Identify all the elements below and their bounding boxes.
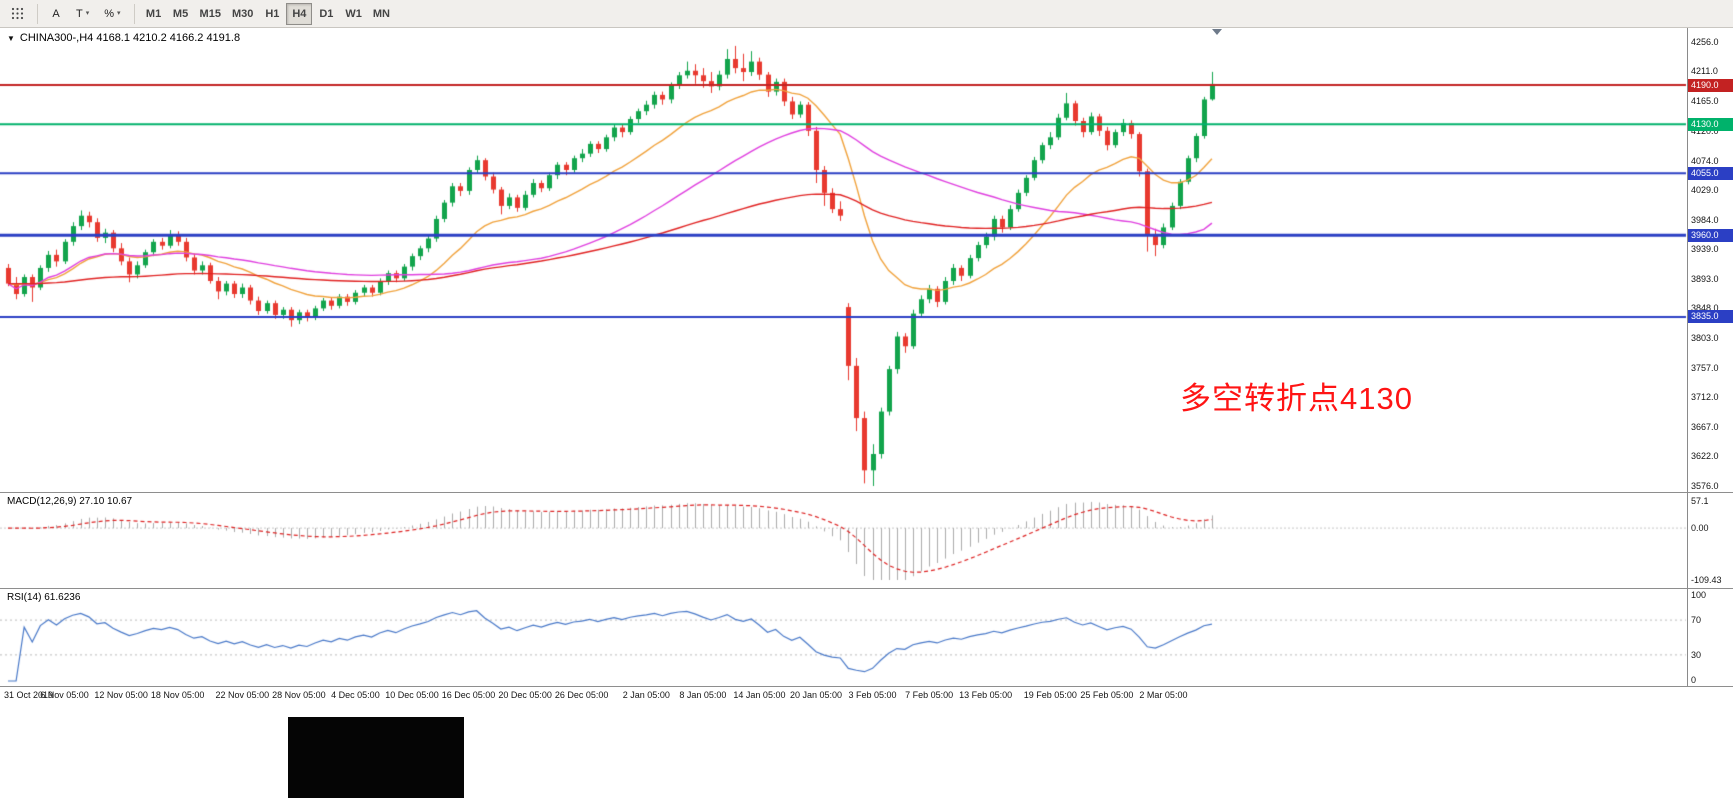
price-chart-canvas[interactable] — [0, 28, 1733, 492]
symbol-dropdown-icon[interactable]: ▼ — [7, 33, 15, 43]
text-tool-label: T — [76, 7, 83, 20]
price-tick-label: 4256.0 — [1691, 37, 1719, 47]
timeframe-mn-button[interactable]: MN — [368, 3, 395, 25]
cursor-tool-label: A — [52, 7, 60, 20]
macd-axis[interactable]: 57.1 0.00 -109.43 — [1687, 493, 1733, 588]
text-tool-button[interactable]: T ▾ — [69, 3, 96, 25]
price-line-badge: 3960.0 — [1688, 228, 1733, 242]
time-axis-label: 22 Nov 05:00 — [215, 690, 270, 700]
indicators-tool-button[interactable]: % ▾ — [97, 3, 127, 25]
price-tick-label: 3984.0 — [1691, 214, 1719, 225]
toolbar-separator — [133, 3, 135, 24]
price-tick-label: 3576.0 — [1691, 481, 1719, 491]
rsi-tick-label: 30 — [1691, 649, 1702, 660]
main-toolbar: A T ▾% ▾ M1 M5 M15 M30 H1 H4 D1 W1 MN — [0, 0, 1733, 28]
time-axis-label: 6 Nov 05:00 — [40, 690, 89, 700]
price-line-badge: 4190.0 — [1688, 78, 1733, 92]
macd-label: MACD(12,26,9) 27.10 10.67 — [7, 496, 133, 507]
timeframe-m5-button[interactable]: M5 — [168, 3, 194, 25]
panel-divider[interactable] — [0, 588, 1733, 589]
panel-divider[interactable] — [0, 686, 1733, 687]
chart-annotation-text: 多空转折点4130 — [1180, 381, 1413, 416]
external-window-fragment — [288, 717, 464, 798]
macd-tick-label: 57.1 — [1691, 496, 1709, 506]
time-axis-label: 10 Dec 05:00 — [385, 690, 439, 700]
price-axis[interactable]: 4256.0 4211.0 4165.0 4120.0 4074.0 4029.0 3984… — [1687, 28, 1733, 492]
price-line-badge: 4130.0 — [1688, 117, 1733, 131]
price-tick-label: 3893.0 — [1691, 274, 1719, 285]
time-axis-label: 25 Feb 05:00 — [1080, 690, 1134, 700]
macd-indicator-panel: MACD(12,26,9) 27.10 10.67 57.1 0.00 -109.4… — [0, 493, 1733, 588]
price-tick-label: 4074.0 — [1691, 155, 1719, 166]
rsi-indicator-panel: RSI(14) 61.6236 100 70 30 0 — [0, 589, 1733, 686]
timeframe-h4-button[interactable]: H4 — [286, 2, 313, 25]
time-axis-label: 20 Jan 05:00 — [789, 690, 843, 700]
time-axis-label: 28 Nov 05:00 — [272, 690, 326, 700]
price-tick-label: 3667.0 — [1691, 421, 1719, 432]
rsi-label: RSI(14) 61.6236 — [7, 592, 81, 603]
macd-canvas[interactable] — [0, 493, 1733, 588]
chart-title-bar: ▼ CHINA300-,H4 4168.1 4210.2 4166.2 4191… — [7, 32, 240, 44]
panel-divider[interactable] — [0, 492, 1733, 493]
timeframe-d1-button[interactable]: D1 — [313, 3, 339, 25]
timeframe-m30-button[interactable]: M30 — [227, 3, 258, 25]
price-tick-label: 4120.0 — [1691, 125, 1719, 136]
price-tick-label: 3712.0 — [1691, 392, 1719, 403]
price-tick-label: 3939.0 — [1691, 243, 1719, 254]
price-tick-label: 3803.0 — [1691, 332, 1719, 343]
cursor-tool-button[interactable]: A — [44, 3, 68, 25]
price-tick-label: 4211.0 — [1691, 66, 1718, 77]
rsi-axis[interactable]: 100 70 30 0 — [1687, 589, 1733, 686]
bottom-area — [0, 703, 1733, 798]
macd-tick-label: -109.43 — [1691, 575, 1722, 585]
timeframe-h1-button[interactable]: H1 — [259, 3, 285, 25]
macd-tick-label: 0.00 — [1691, 523, 1709, 534]
grid-icon — [11, 7, 24, 20]
caret-down-icon: ▾ — [85, 10, 90, 17]
rsi-tick-label: 0 — [1691, 675, 1697, 685]
rsi-tick-label: 70 — [1691, 615, 1702, 626]
price-tick-label: 4029.0 — [1691, 185, 1719, 196]
time-axis-label: 8 Jan 05:00 — [679, 690, 727, 700]
timeframe-m1-button[interactable]: M1 — [141, 3, 167, 25]
indicators-tool-label: % — [104, 7, 115, 20]
rsi-tick-label: 100 — [1691, 590, 1707, 600]
caret-down-icon: ▾ — [117, 10, 121, 17]
time-axis-label: 13 Feb 05:00 — [959, 690, 1013, 700]
time-axis-label: 7 Feb 05:00 — [905, 690, 954, 700]
price-tick-label: 3848.0 — [1691, 303, 1719, 314]
time-axis-label: 31 Oct 2019 — [4, 690, 54, 700]
time-axis[interactable]: 31 Oct 2019 6 Nov 05:00 12 Nov 05:00 18 Nov… — [0, 687, 1733, 703]
price-tick-label: 3757.0 — [1691, 362, 1719, 373]
time-axis-label: 2 Jan 05:00 — [622, 690, 670, 700]
current-bar-marker-icon — [1212, 29, 1222, 35]
time-axis-label: 2 Mar 05:00 — [1139, 690, 1188, 700]
drawing-tools-group: A T ▾% ▾ — [44, 3, 128, 25]
time-axis-label: 4 Dec 05:00 — [331, 690, 380, 700]
price-tick-label: 3622.0 — [1691, 450, 1719, 461]
time-axis-label: 18 Nov 05:00 — [150, 690, 205, 700]
price-tick-label: 4165.0 — [1691, 96, 1719, 107]
symbol-ohlc-text: CHINA300-,H4 4168.1 4210.2 4166.2 4191.8 — [19, 32, 241, 44]
main-chart-panel: ▼ CHINA300-,H4 4168.1 4210.2 4166.2 4191… — [0, 28, 1733, 492]
toolbar-separator — [37, 3, 38, 24]
time-axis-label: 3 Feb 05:00 — [848, 690, 897, 700]
timeframe-buttons-group: M1 M5 M15 M30 H1 H4 D1 W1 MN — [141, 2, 395, 25]
rsi-canvas[interactable] — [0, 589, 1733, 686]
tick-grid-button[interactable] — [4, 3, 31, 25]
time-axis-label: 20 Dec 05:00 — [498, 690, 552, 700]
time-axis-label: 12 Nov 05:00 — [94, 690, 148, 700]
time-axis-label: 19 Feb 05:00 — [1023, 690, 1077, 700]
time-axis-label: 26 Dec 05:00 — [554, 690, 609, 700]
time-axis-label: 14 Jan 05:00 — [733, 690, 786, 700]
price-line-badge: 3835.0 — [1688, 310, 1733, 324]
timeframe-m15-button[interactable]: M15 — [195, 3, 226, 25]
price-line-badge: 4055.0 — [1688, 166, 1733, 180]
timeframe-w1-button[interactable]: W1 — [340, 3, 367, 25]
time-axis-label: 16 Dec 05:00 — [441, 690, 496, 700]
